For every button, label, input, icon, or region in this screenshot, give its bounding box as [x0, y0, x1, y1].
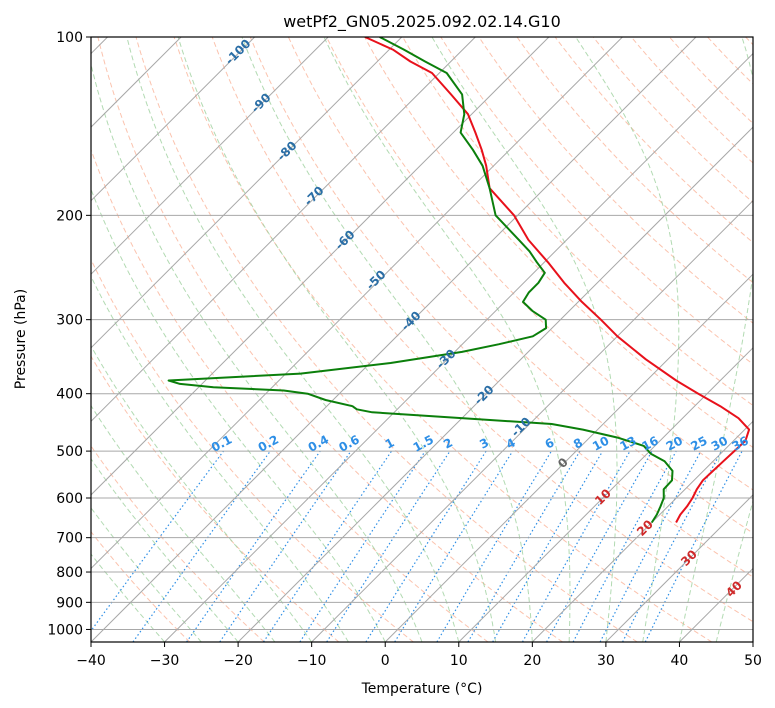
isobar-grid [91, 37, 753, 630]
y-tick-label: 600 [56, 491, 83, 507]
x-tick-label: 20 [523, 653, 541, 669]
isotherm-line [237, 126, 753, 642]
dry-adiabat [211, 37, 753, 623]
x-tick-label: −20 [223, 653, 253, 669]
y-tick-label: 300 [56, 313, 83, 329]
isotherm-line [91, 37, 550, 496]
dry-adiabat [287, 37, 753, 534]
x-tick-label: 30 [597, 653, 615, 669]
x-tick-label: 40 [671, 653, 689, 669]
y-tick-label: 700 [56, 531, 83, 547]
dry-adiabat [516, 37, 753, 284]
moist-adiabat [678, 37, 753, 642]
isotherm-line [91, 37, 623, 570]
dry-adiabat [173, 37, 713, 642]
dewpoint-trace [167, 37, 674, 524]
mixing-ratio-label: 10 [590, 433, 611, 453]
dry-adiabat [135, 37, 638, 642]
plot-area: 0.1 0.2 0.4 0.6 1 1.5 2 3 4 6 8 10 13 16 20 25 30 36-100-… [91, 37, 753, 642]
dry-adiabat [440, 37, 753, 365]
dry-adiabat [592, 37, 753, 204]
moist-adiabat [91, 275, 349, 642]
temperature-trace [364, 37, 751, 523]
sounding-traces [167, 37, 751, 524]
y-tick-label: 400 [56, 387, 83, 403]
isotherm-line [384, 273, 753, 642]
isotherm-line [91, 37, 476, 423]
x-tick-label: −30 [150, 653, 180, 669]
mixing-ratio-line [186, 450, 321, 642]
isotherm-line [91, 37, 403, 349]
plot-frame [90, 36, 754, 643]
y-axis-label: Pressure (hPa) [13, 289, 29, 389]
mixing-ratio-line [91, 450, 224, 632]
mixing-ratio-label: 13 [617, 433, 638, 453]
x-tick-label: −40 [76, 653, 106, 669]
moist-adiabat [91, 188, 386, 642]
y-tick-label: 500 [56, 444, 83, 460]
chart-title: wetPf2_GN05.2025.092.02.14.G10 [283, 12, 561, 32]
isotherm-grid [91, 37, 753, 642]
y-axis: 100 200 300 400 500 600 700 800 900 1000 [47, 30, 91, 638]
mixing-ratio-label: 36 [730, 433, 751, 453]
y-tick-label: 200 [56, 208, 83, 224]
y-tick-label: 900 [56, 595, 83, 611]
isotherm-line [164, 52, 753, 642]
dry-adiabat [91, 148, 489, 642]
isotherm-line [605, 494, 753, 642]
x-tick-label: −10 [297, 653, 327, 669]
isotherm-line [91, 37, 256, 202]
isotherm-line [91, 37, 697, 642]
moist-adiabat [91, 404, 276, 642]
dry-adiabat [91, 531, 191, 642]
moist-adiabat [323, 37, 571, 642]
isotherm-line [311, 199, 753, 642]
isotherm-line [458, 347, 753, 642]
moist-adiabats [91, 37, 753, 642]
mixing-ratio-line [572, 450, 677, 642]
mixing-ratio-line [521, 450, 631, 642]
moist-adiabat [91, 62, 423, 642]
moist-adiabat [126, 37, 460, 642]
mixing-ratio-line [219, 450, 352, 642]
moist-adiabat [241, 37, 533, 642]
x-axis: −40 −30 −20 −10 0 10 20 30 40 50 [76, 642, 762, 669]
mixing-ratio-line [546, 450, 653, 642]
dry-adiabat [91, 258, 414, 642]
x-tick-label: 50 [744, 653, 762, 669]
x-axis-label: Temperature (°C) [361, 681, 483, 697]
mixing-ratio-line [394, 450, 514, 642]
mixing-ratio-line [262, 450, 392, 642]
y-tick-label: 800 [56, 565, 83, 581]
dry-adiabat [249, 37, 753, 578]
mixing-ratio-label: 25 [688, 433, 709, 453]
moist-adiabat [431, 37, 618, 642]
isotherm-line [91, 37, 329, 275]
dry-adiabat [97, 37, 563, 642]
y-tick-label: 100 [56, 30, 83, 46]
mixing-ratio-line [644, 450, 743, 642]
mixing-ratio-line [132, 450, 271, 642]
dry-adiabat [478, 37, 753, 324]
mixing-ratio-label: 30 [709, 433, 730, 453]
mixing-ratio-lines [91, 450, 743, 642]
isotherm-line [531, 420, 753, 642]
mixing-ratio-label: 20 [664, 433, 685, 453]
moist-adiabat [715, 498, 753, 642]
mixing-ratio-line [326, 450, 451, 642]
dry-adiabat [326, 37, 753, 491]
mixing-ratio-label: 16 [640, 433, 661, 453]
moist-adiabat [177, 37, 497, 642]
mixing-ratio-line [299, 450, 426, 642]
dry-adiabats [91, 37, 753, 642]
moist-adiabat [91, 457, 239, 642]
y-tick-label: 1000 [47, 622, 83, 638]
x-tick-label: 10 [450, 653, 468, 669]
dry-adiabat [402, 37, 753, 407]
x-tick-label: 0 [381, 653, 390, 669]
